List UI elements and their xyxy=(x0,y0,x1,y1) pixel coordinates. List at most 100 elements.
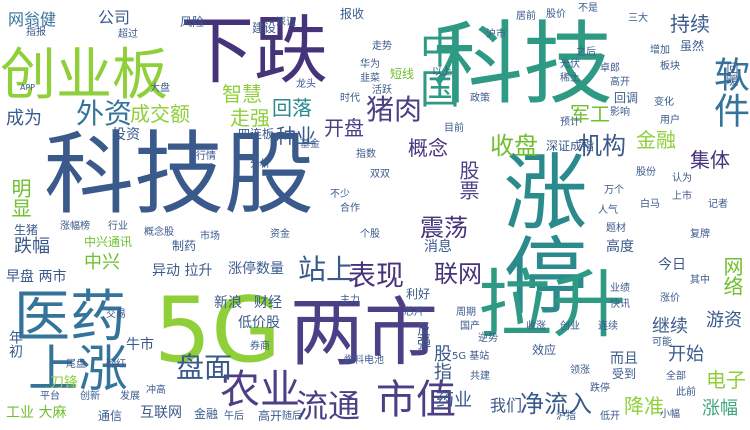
cloud-word: 周期 xyxy=(456,307,476,318)
cloud-word: 涨停 xyxy=(490,148,588,316)
cloud-word: 市值 xyxy=(376,377,456,423)
cloud-word: 低开 xyxy=(600,411,620,422)
cloud-word: 今日 xyxy=(658,257,686,273)
cloud-word: 下跌 xyxy=(180,8,328,94)
cloud-word: 持续 xyxy=(670,12,710,36)
cloud-word: 指报 xyxy=(26,27,46,38)
cloud-word: 回调 xyxy=(614,91,639,105)
cloud-word: 以上 xyxy=(432,67,452,78)
cloud-word: 上涨 xyxy=(28,340,128,398)
cloud-word: 目前 xyxy=(444,123,464,134)
cloud-word: 跌幅 xyxy=(14,236,50,257)
cloud-word: 小幅 xyxy=(660,409,680,420)
cloud-word: 反弹 xyxy=(415,322,431,350)
cloud-word: 高开 xyxy=(258,409,283,423)
cloud-word: 机构 xyxy=(578,132,626,160)
cloud-word: 医药 xyxy=(14,285,126,350)
cloud-word: 时代 xyxy=(340,93,360,104)
cloud-word: 5G 基站 xyxy=(452,351,490,362)
cloud-word: 中国 xyxy=(413,28,459,108)
cloud-word: 预计 xyxy=(560,117,580,128)
cloud-word: 刀锋 xyxy=(50,375,78,391)
cloud-word: 股票 xyxy=(456,160,480,200)
cloud-word: 高开 xyxy=(610,77,630,88)
cloud-word: 收涨 xyxy=(526,321,546,332)
cloud-word: 流通 xyxy=(296,387,361,425)
cloud-word: 新浪 xyxy=(214,295,242,311)
cloud-word: 题材 xyxy=(606,223,626,234)
cloud-word: 跌停 xyxy=(590,383,610,394)
cloud-word: 基金 xyxy=(300,139,320,150)
cloud-word: 高度 xyxy=(606,239,634,255)
cloud-word: 人气 xyxy=(598,205,618,216)
cloud-word: 财经 xyxy=(254,295,282,311)
cloud-word: 双双 xyxy=(370,169,390,180)
cloud-word: 降准 xyxy=(624,394,664,418)
cloud-word: 创业 xyxy=(560,321,580,332)
cloud-word: 成交额 xyxy=(130,102,190,126)
cloud-word: 翻红 xyxy=(106,359,126,370)
cloud-word: 公司 xyxy=(98,8,131,27)
cloud-word: 年初 xyxy=(7,330,23,358)
cloud-word: 效应 xyxy=(532,343,557,357)
cloud-word: 军工 xyxy=(570,102,610,126)
cloud-word: 光伏 xyxy=(560,59,580,70)
cloud-word: 受到 xyxy=(612,367,637,381)
cloud-word: 主力 xyxy=(340,295,360,306)
cloud-word: 共建 xyxy=(470,371,490,382)
cloud-word: 股指 xyxy=(431,344,452,380)
cloud-word: 华为 xyxy=(360,59,380,70)
cloud-word: 表现 xyxy=(348,259,405,292)
cloud-word: 个股 xyxy=(360,229,380,240)
cloud-word: 午后 xyxy=(224,411,244,422)
cloud-word: 互联网 xyxy=(140,405,182,421)
cloud-word: 两市 xyxy=(290,290,438,376)
cloud-word: 连续 xyxy=(598,321,618,332)
cloud-word: 行业 xyxy=(108,221,128,232)
cloud-word: 万个 xyxy=(604,185,624,196)
cloud-word: 生猪 xyxy=(14,223,39,237)
cloud-word: 行情 xyxy=(196,151,216,162)
cloud-word: 逆势 xyxy=(478,333,498,344)
cloud-word: 异动 拉升 xyxy=(152,263,213,279)
cloud-word: 短线 xyxy=(390,67,415,81)
cloud-word: 认为 xyxy=(672,173,692,184)
cloud-word: 网络 xyxy=(720,256,744,296)
cloud-word: 制药 xyxy=(172,239,197,253)
cloud-word: 四连板 xyxy=(238,127,275,141)
cloud-word: 科技股 xyxy=(44,122,314,227)
cloud-word: 智慧 xyxy=(222,82,262,106)
cloud-word: 外资 xyxy=(76,97,133,130)
cloud-word: 种业 xyxy=(276,124,316,148)
cloud-word: 中兴 xyxy=(84,252,120,273)
cloud-word: 盘面 xyxy=(176,351,233,384)
cloud-word: 金融 xyxy=(636,128,676,152)
cloud-word: 韭菜 xyxy=(360,73,380,84)
cloud-word: 白马 xyxy=(640,199,660,210)
cloud-word: 明显 xyxy=(8,178,32,218)
cloud-word: 成为 xyxy=(6,108,42,129)
cloud-word: 走强 xyxy=(230,106,270,130)
cloud-word: 创新 xyxy=(80,391,100,402)
cloud-word: 投资 xyxy=(112,127,140,143)
cloud-word: 虽然 xyxy=(680,39,705,53)
cloud-word: 卓郎 xyxy=(600,63,620,74)
cloud-word: 网翁健 xyxy=(8,10,57,29)
cloud-word: 站上 xyxy=(298,253,355,286)
cloud-word: 而且 xyxy=(610,351,638,367)
cloud-word: 交易 xyxy=(106,309,126,320)
cloud-word: 电子 xyxy=(706,368,746,392)
cloud-word: 超过 xyxy=(118,29,138,40)
cloud-word: 软件 xyxy=(708,56,749,128)
cloud-word: 其中 xyxy=(690,275,710,286)
cloud-word: 涨停数量 xyxy=(228,261,284,277)
cloud-word: 低价股 xyxy=(238,315,280,331)
cloud-word: 联网 xyxy=(434,260,482,288)
cloud-word: 尾盘 xyxy=(66,359,86,370)
cloud-word: 拉升 xyxy=(478,262,626,348)
cloud-word: 记者 xyxy=(708,199,728,210)
cloud-word: 板块 xyxy=(660,61,680,72)
cloud-word: 农业 xyxy=(220,367,300,413)
cloud-word: 建设 xyxy=(252,21,277,35)
cloud-word: 燃料电池 xyxy=(344,355,384,366)
